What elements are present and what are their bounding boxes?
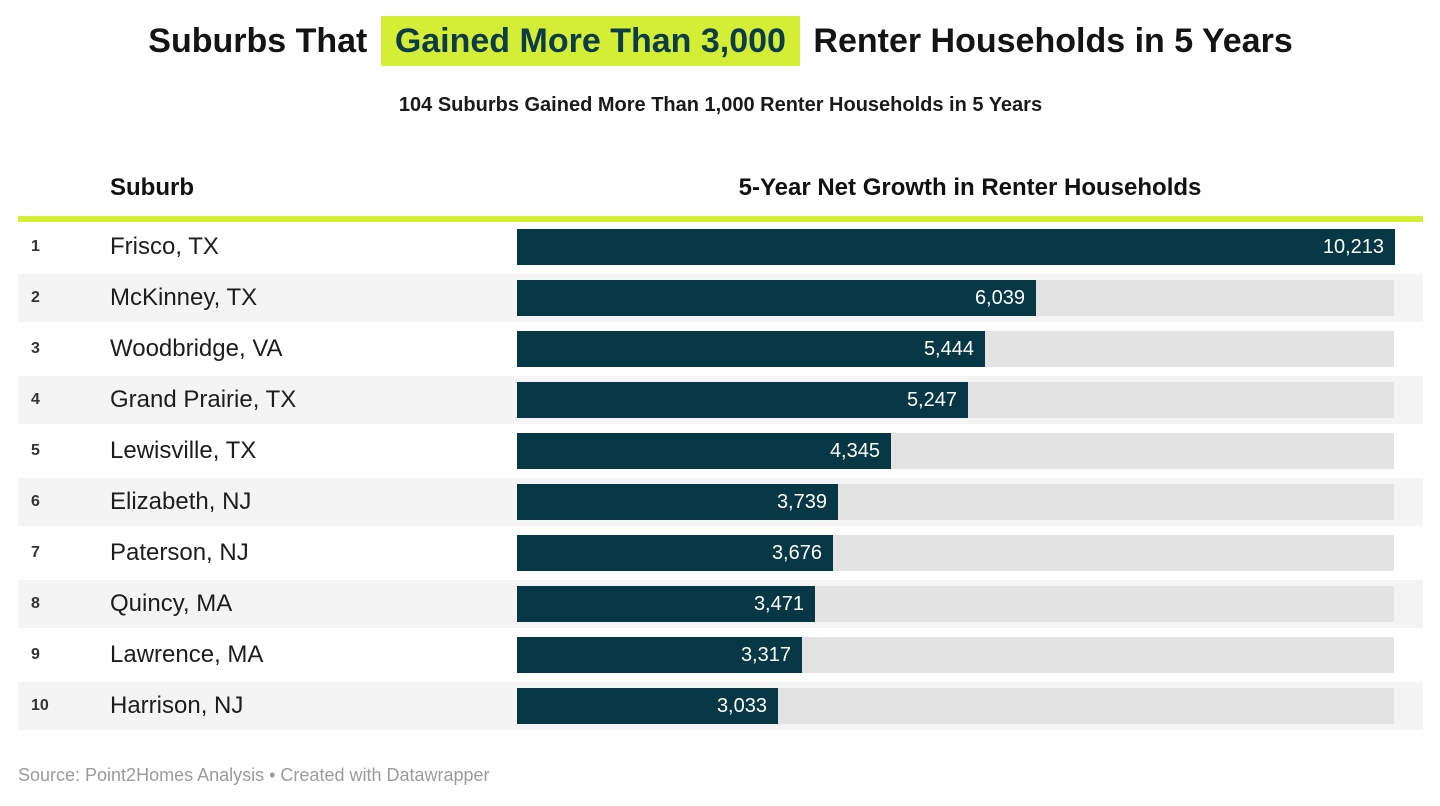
rank-label: 4	[31, 391, 40, 408]
rank-label: 5	[31, 442, 40, 459]
rank-label: 3	[31, 340, 40, 357]
bar-cell: 6,039	[517, 274, 1423, 322]
bar-cell: 3,033	[517, 682, 1423, 730]
table-row: 4 Grand Prairie, TX 5,247	[18, 376, 1423, 424]
value-bar: 4,345	[517, 433, 891, 469]
table-body: 1 Frisco, TX 10,213 2 McKinney, TX 6,039…	[18, 223, 1423, 730]
bar-value-label: 3,471	[753, 593, 804, 615]
bar-cell: 3,317	[517, 631, 1423, 679]
bar-cell: 3,471	[517, 580, 1423, 628]
bar-value-label: 3,676	[771, 542, 822, 564]
rank-label: 10	[31, 697, 49, 714]
table-row: 8 Quincy, MA 3,471	[18, 580, 1423, 628]
suburb-name: Harrison, NJ	[110, 692, 244, 719]
table-row: 1 Frisco, TX 10,213	[18, 223, 1423, 271]
column-header-suburb: Suburb	[110, 174, 194, 201]
bar-value-label: 4,345	[829, 440, 880, 462]
suburb-name: Elizabeth, NJ	[110, 488, 252, 515]
table-row: 7 Paterson, NJ 3,676	[18, 529, 1423, 577]
value-bar: 5,444	[517, 331, 985, 367]
bar-cell: 10,213	[517, 223, 1423, 271]
chart-container: Suburbs That Gained More Than 3,000 Rent…	[18, 0, 1423, 786]
title-prefix: Suburbs That	[148, 22, 368, 60]
rank-label: 7	[31, 544, 40, 561]
rank-label: 9	[31, 646, 40, 663]
value-bar: 3,676	[517, 535, 833, 571]
suburb-name: Lawrence, MA	[110, 641, 264, 668]
suburb-name: McKinney, TX	[110, 284, 258, 311]
bar-value-label: 5,247	[906, 389, 957, 411]
bar-cell: 5,247	[517, 376, 1423, 424]
rank-label: 6	[31, 493, 40, 510]
chart-title: Suburbs That Gained More Than 3,000 Rent…	[18, 16, 1423, 68]
source-attribution: Source: Point2Homes Analysis • Created w…	[18, 765, 490, 785]
suburb-name: Quincy, MA	[110, 590, 233, 617]
value-bar: 3,739	[517, 484, 838, 520]
table-row: 6 Elizabeth, NJ 3,739	[18, 478, 1423, 526]
rank-label: 2	[31, 289, 40, 306]
value-bar: 6,039	[517, 280, 1036, 316]
suburb-name: Grand Prairie, TX	[110, 386, 297, 413]
title-highlight: Gained More Than 3,000	[380, 16, 800, 66]
bar-value-label: 5,444	[923, 338, 974, 360]
suburb-name: Lewisville, TX	[110, 437, 257, 464]
chart-subtitle: 104 Suburbs Gained More Than 1,000 Rente…	[398, 94, 1043, 116]
table-row: 3 Woodbridge, VA 5,444	[18, 325, 1423, 373]
value-bar: 3,033	[517, 688, 778, 724]
table-row: 5 Lewisville, TX 4,345	[18, 427, 1423, 475]
suburb-name: Paterson, NJ	[110, 539, 249, 566]
bar-value-label: 10,213	[1322, 236, 1384, 258]
suburb-name: Woodbridge, VA	[110, 335, 283, 362]
value-bar: 10,213	[517, 229, 1395, 265]
rank-label: 1	[31, 238, 40, 255]
suburb-name: Frisco, TX	[110, 233, 219, 260]
bar-value-label: 3,033	[716, 695, 767, 717]
accent-divider	[18, 216, 1423, 222]
value-bar: 3,317	[517, 637, 802, 673]
bar-cell: 4,345	[517, 427, 1423, 475]
bar-cell: 3,739	[517, 478, 1423, 526]
title-suffix: Renter Households in 5 Years	[813, 22, 1293, 60]
bar-cell: 3,676	[517, 529, 1423, 577]
rank-label: 8	[31, 595, 40, 612]
value-bar: 5,247	[517, 382, 968, 418]
table-row: 9 Lawrence, MA 3,317	[18, 631, 1423, 679]
table-row: 10 Harrison, NJ 3,033	[18, 682, 1423, 730]
column-header-growth: 5-Year Net Growth in Renter Households	[738, 174, 1202, 201]
table-row: 2 McKinney, TX 6,039	[18, 274, 1423, 322]
column-header-row: Suburb 5-Year Net Growth in Renter House…	[18, 174, 1423, 202]
bar-value-label: 3,739	[776, 491, 827, 513]
bar-cell: 5,444	[517, 325, 1423, 373]
bar-value-label: 3,317	[740, 644, 791, 666]
bar-value-label: 6,039	[974, 287, 1025, 309]
value-bar: 3,471	[517, 586, 815, 622]
